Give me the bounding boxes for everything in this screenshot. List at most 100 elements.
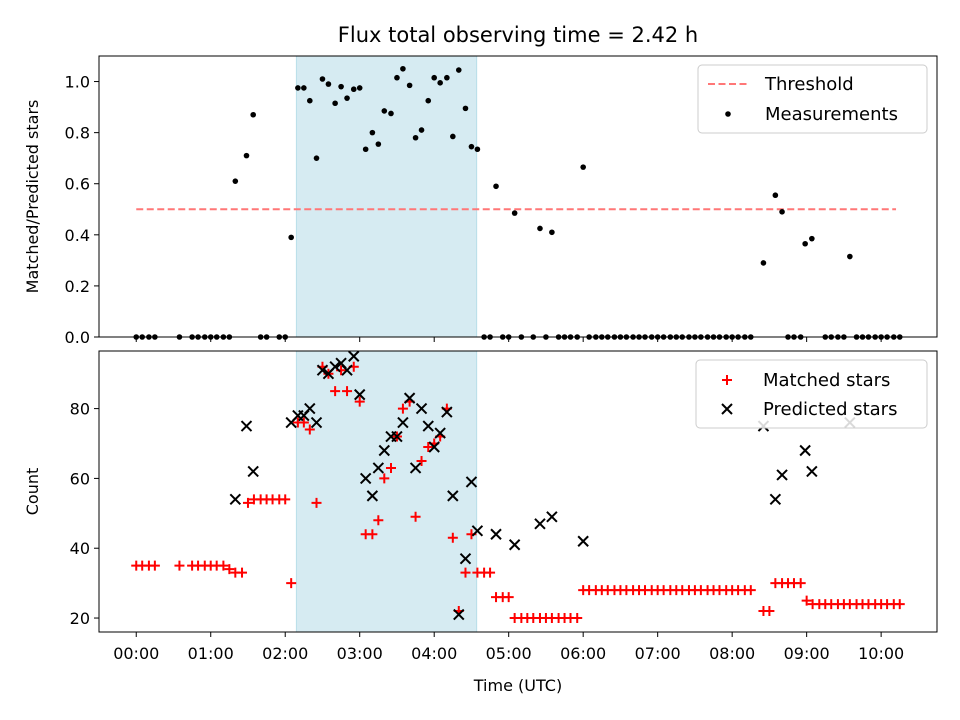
measurement-point bbox=[295, 85, 301, 91]
measurement-point bbox=[511, 210, 518, 216]
measurement-point bbox=[809, 235, 815, 242]
predicted-star-point bbox=[546, 511, 558, 523]
measurement-point bbox=[394, 74, 400, 81]
predicted-star-point bbox=[465, 476, 478, 488]
matched-star-point bbox=[224, 564, 235, 575]
measurement-point bbox=[250, 111, 256, 118]
predicted-star-point bbox=[453, 608, 465, 621]
legend-measurements-label: Measurements bbox=[765, 104, 898, 125]
legend-predicted-swatch bbox=[721, 403, 733, 415]
predicted-star-point bbox=[534, 518, 546, 530]
count-ylabel: Count bbox=[23, 468, 42, 516]
measurement-point bbox=[338, 83, 344, 90]
count-xtick-label: 06:00 bbox=[560, 644, 606, 663]
ratio-axes-frame bbox=[98, 55, 938, 338]
measurement-point bbox=[406, 82, 413, 89]
matched-star-point bbox=[572, 613, 583, 624]
matched-star-point bbox=[801, 595, 812, 606]
measurement-point bbox=[802, 240, 808, 247]
predicted-star-point bbox=[240, 420, 253, 432]
measurement-point bbox=[350, 86, 357, 93]
legend-matched-label: Matched stars bbox=[763, 370, 890, 391]
ratio-observing-window bbox=[295, 55, 478, 338]
legend-predicted-label: Predicted stars bbox=[763, 399, 897, 420]
measurement-point bbox=[369, 129, 376, 136]
matched-star-point bbox=[410, 511, 421, 522]
measurement-point bbox=[474, 146, 481, 153]
measurement-point bbox=[468, 143, 475, 150]
measurement-point bbox=[760, 260, 767, 266]
measurement-point bbox=[537, 225, 543, 232]
matched-star-point bbox=[286, 578, 297, 589]
predicted-star-point bbox=[508, 539, 521, 551]
measurement-point bbox=[425, 97, 432, 104]
legend-matched-swatch bbox=[722, 375, 732, 385]
measurement-point bbox=[400, 65, 406, 72]
matched-star-point bbox=[373, 515, 384, 526]
predicted-star-point bbox=[441, 406, 453, 418]
predicted-star-point bbox=[403, 392, 416, 404]
measurement-point bbox=[455, 67, 462, 73]
measurement-point bbox=[243, 152, 250, 159]
measurement-point bbox=[356, 85, 363, 91]
predicted-star-point bbox=[434, 427, 446, 439]
ratio-legend: Threshold Measurements bbox=[697, 64, 928, 134]
matched-star-point bbox=[745, 585, 756, 596]
ratio-ytick-label: 0.2 bbox=[65, 277, 90, 296]
predicted-star-point bbox=[372, 462, 385, 474]
ratio-ytick-label: 0.6 bbox=[65, 175, 90, 194]
predicted-star-point bbox=[378, 444, 390, 457]
matched-star-point bbox=[460, 567, 471, 578]
measurement-point bbox=[418, 127, 425, 133]
matched-star-point bbox=[423, 441, 434, 452]
ratio-ytick-label: 0.8 bbox=[65, 124, 90, 143]
count-xtick-label: 01:00 bbox=[188, 644, 234, 663]
predicted-star-point bbox=[329, 361, 341, 373]
legend-measurements-swatch bbox=[725, 111, 731, 117]
predicted-star-point bbox=[459, 552, 472, 565]
predicted-star-point bbox=[247, 465, 259, 478]
predicted-star-point bbox=[391, 430, 403, 443]
predicted-star-point bbox=[366, 490, 379, 502]
predicted-star-point bbox=[471, 525, 484, 537]
matched-star-point bbox=[218, 560, 229, 571]
measurement-point bbox=[325, 81, 332, 87]
matched-star-point bbox=[354, 396, 365, 407]
measurement-point bbox=[232, 178, 239, 184]
predicted-star-point bbox=[769, 493, 782, 506]
measurement-point bbox=[301, 85, 307, 91]
measurement-point bbox=[580, 164, 586, 170]
legend-threshold-label: Threshold bbox=[764, 74, 854, 95]
predicted-star-point bbox=[229, 493, 242, 506]
count-ytick-label: 60 bbox=[70, 469, 90, 488]
measurement-point bbox=[388, 110, 394, 117]
predicted-star-point bbox=[341, 364, 353, 376]
measurement-point bbox=[437, 80, 443, 86]
measurement-point bbox=[431, 74, 438, 81]
matched-star-point bbox=[330, 386, 341, 397]
count-ytick-label: 20 bbox=[70, 609, 90, 628]
matched-star-point bbox=[242, 497, 253, 508]
ratio-ytick-label: 0.4 bbox=[65, 226, 90, 245]
count-xtick-label: 10:00 bbox=[858, 644, 904, 663]
count-observing-window bbox=[295, 350, 478, 633]
predicted-star-point bbox=[348, 350, 360, 362]
matched-star-point bbox=[280, 494, 291, 505]
measurement-point bbox=[313, 155, 320, 161]
measurement-point bbox=[462, 105, 469, 112]
measurement-point bbox=[779, 209, 785, 215]
predicted-star-point bbox=[806, 465, 818, 478]
matched-star-point bbox=[237, 567, 248, 578]
predicted-star-point bbox=[415, 402, 428, 415]
measurement-point bbox=[549, 229, 555, 236]
predicted-star-point bbox=[310, 416, 323, 429]
predicted-star-point bbox=[799, 444, 811, 457]
matched-star-point bbox=[397, 403, 408, 414]
x-axis-label: Time (UTC) bbox=[473, 676, 562, 695]
predicted-star-point bbox=[316, 364, 329, 376]
measurement-point bbox=[493, 183, 499, 190]
measurement-point bbox=[307, 97, 313, 104]
matched-star-point bbox=[174, 560, 185, 571]
matched-star-point bbox=[342, 386, 353, 397]
